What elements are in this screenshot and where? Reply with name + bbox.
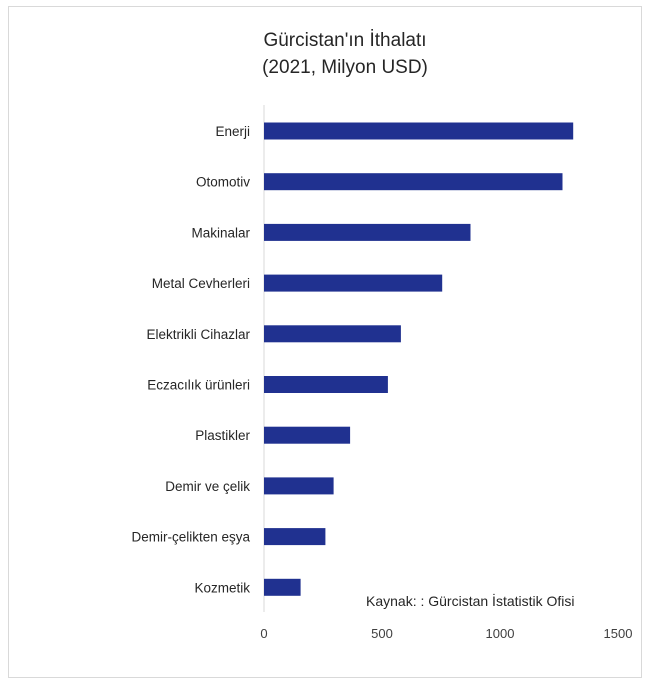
bar-9 (264, 578, 301, 596)
chart-title-line-2: (2021, Milyon USD) (262, 57, 428, 78)
category-label-8: Demir-çelikten eşya (131, 530, 250, 545)
category-label-2: Makinalar (191, 225, 250, 240)
category-label-4: Elektrikli Cihazlar (146, 327, 250, 342)
category-label-1: Otomotiv (196, 175, 250, 190)
source-annotation: Kaynak: : Gürcistan İstatistik Ofisi (366, 592, 575, 609)
bar-7 (264, 477, 334, 495)
bar-5 (264, 376, 388, 393)
bar-6 (264, 426, 351, 444)
bar-4 (264, 325, 401, 343)
x-tick-label-0: 0 (260, 626, 267, 641)
bar-0 (264, 122, 574, 140)
category-label-9: Kozmetik (194, 580, 250, 595)
chart-title-line-1: Gürcistan'ın İthalatı (263, 30, 426, 51)
x-tick-label-1: 500 (371, 626, 393, 641)
x-tick-label-3: 1500 (604, 626, 633, 641)
bar-3 (264, 274, 443, 292)
x-tick-label-2: 1000 (486, 626, 515, 641)
bar-1 (264, 173, 563, 191)
category-label-7: Demir ve çelik (165, 479, 250, 494)
category-label-6: Plastikler (195, 428, 250, 443)
bar-2 (264, 223, 471, 241)
category-label-5: Eczacılık ürünleri (147, 378, 250, 393)
category-label-3: Metal Cevherleri (152, 276, 250, 291)
bar-8 (264, 528, 326, 546)
category-label-0: Enerji (215, 124, 250, 139)
